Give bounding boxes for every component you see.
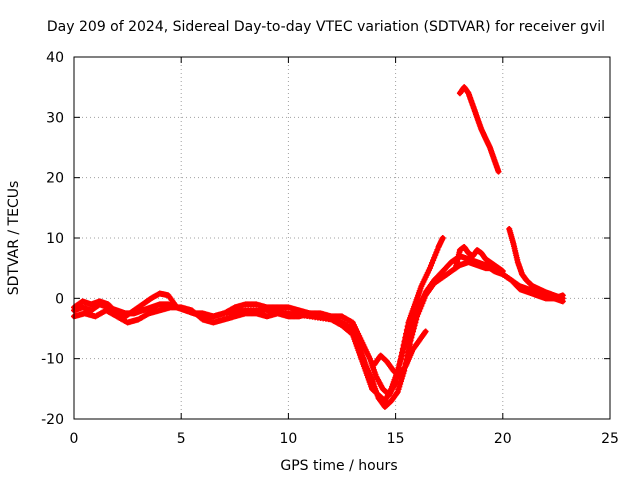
y-tick-label: 10 bbox=[46, 231, 64, 247]
data-point bbox=[439, 235, 446, 241]
y-tick-label: -10 bbox=[41, 352, 64, 368]
grid-lines bbox=[74, 57, 610, 419]
x-tick-label: 0 bbox=[70, 431, 79, 447]
series-track-5 bbox=[456, 84, 502, 175]
data-point bbox=[399, 349, 406, 356]
data-point bbox=[422, 328, 429, 335]
data-point bbox=[559, 295, 566, 302]
y-tick-label: 20 bbox=[46, 171, 64, 187]
data-point bbox=[397, 355, 404, 362]
y-tick-labels: -20 -10 0 10 20 30 40 bbox=[41, 50, 64, 428]
plot-frame bbox=[73, 56, 611, 420]
data-point bbox=[421, 329, 428, 336]
x-tick-label: 25 bbox=[601, 431, 619, 447]
series-track-6 bbox=[506, 225, 566, 302]
series-line bbox=[71, 259, 566, 410]
data-point bbox=[393, 389, 400, 396]
x-axis-label: GPS time / hours bbox=[280, 458, 397, 474]
series-track-4 bbox=[371, 328, 429, 380]
series-track-2 bbox=[71, 259, 566, 410]
data-points bbox=[71, 84, 566, 410]
data-point bbox=[395, 364, 402, 371]
x-tick-label: 20 bbox=[494, 431, 512, 447]
series-line bbox=[71, 253, 566, 404]
chart-title: Day 209 of 2024, Sidereal Day-to-day VTE… bbox=[47, 19, 605, 35]
y-axis-label: SDTVAR / TECUs bbox=[6, 181, 22, 296]
y-tick-label: -20 bbox=[41, 412, 64, 428]
data-point bbox=[396, 361, 403, 368]
x-tick-label: 10 bbox=[279, 431, 297, 447]
data-point bbox=[499, 268, 506, 275]
series-track-7 bbox=[452, 244, 506, 275]
data-point bbox=[397, 358, 404, 365]
x-tick-label: 5 bbox=[177, 431, 186, 447]
data-point bbox=[398, 352, 405, 359]
series-track-3 bbox=[71, 253, 566, 404]
y-tick-label: 40 bbox=[46, 50, 64, 66]
x-tick-label: 15 bbox=[387, 431, 405, 447]
y-tick-label: 30 bbox=[46, 110, 64, 126]
x-tick-labels: 0 5 10 15 20 25 bbox=[70, 431, 619, 447]
y-tick-label: 0 bbox=[55, 291, 64, 307]
data-point bbox=[400, 346, 407, 353]
data-point bbox=[495, 168, 502, 175]
